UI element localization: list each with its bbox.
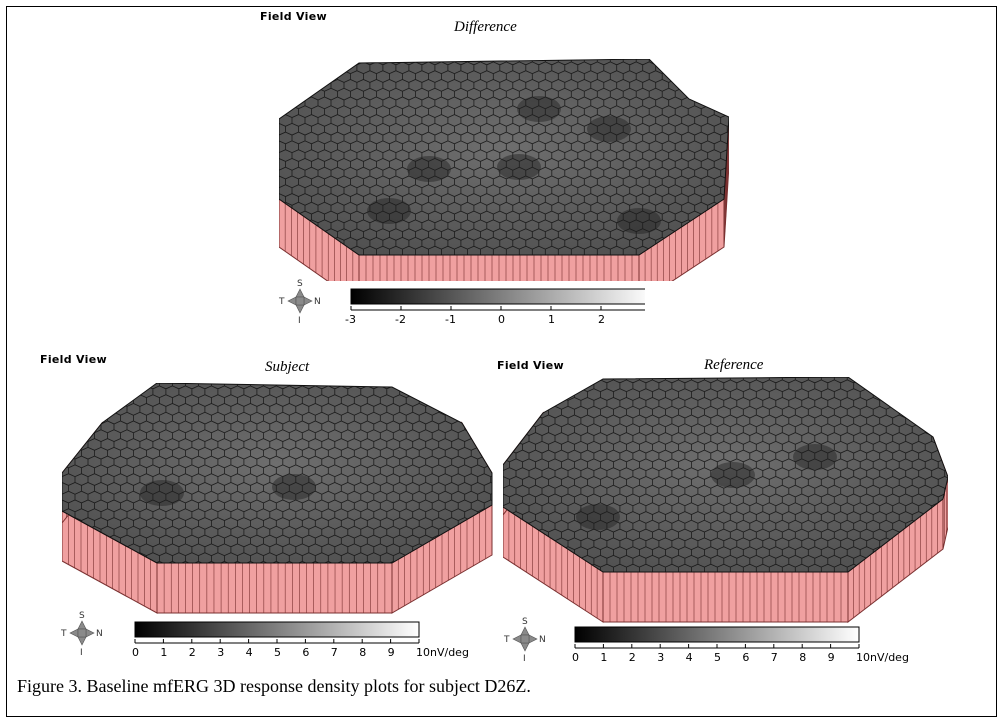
scale-tick-label: 8 <box>359 646 366 659</box>
surface-feature <box>407 156 451 182</box>
surface-feature <box>711 462 755 488</box>
scale-tick-label: 3 <box>657 651 664 664</box>
surface-feature <box>517 96 561 122</box>
scale-tick-label: 2 <box>598 313 605 326</box>
scale-tick-label: 10nV/deg^2 <box>856 651 909 664</box>
surface-feature <box>140 480 184 506</box>
scale-tick-label: 6 <box>302 646 309 659</box>
scale-tick-label: 3 <box>217 646 224 659</box>
compass-label: I <box>80 648 83 657</box>
surface-feature <box>367 198 411 224</box>
surface-feature <box>587 116 631 142</box>
scale-tick-label: 1 <box>600 651 607 664</box>
field-view-label-difference: Field View <box>260 10 327 23</box>
scale-tick-label: 5 <box>714 651 721 664</box>
compass-arrows <box>69 620 95 646</box>
figure-caption: Figure 3. Baseline mfERG 3D response den… <box>17 676 531 696</box>
scale-tick-label: 4 <box>246 646 253 659</box>
scale-tick-label: 4 <box>686 651 693 664</box>
scale-tick-label: -3 <box>345 313 356 326</box>
field-view-label-reference: Field View <box>497 359 564 372</box>
surface-feature <box>497 154 541 180</box>
compass-label: S <box>522 617 528 627</box>
scale-tick-label: 5 <box>274 646 281 659</box>
response-surface-reference <box>503 377 948 623</box>
surface-top <box>279 59 729 256</box>
scale-tick-label: 6 <box>742 651 749 664</box>
compass-label: T <box>278 297 285 307</box>
compass-label: S <box>79 611 85 621</box>
color-scale-bar <box>134 621 420 638</box>
compass-label: N <box>96 629 103 639</box>
compass-arrows <box>287 288 313 314</box>
scale-tick-label: 2 <box>629 651 636 664</box>
compass-label: T <box>60 629 67 639</box>
scale-tick-label: 9 <box>828 651 835 664</box>
response-surface-subject <box>62 383 493 614</box>
scale-tick-label: 1 <box>548 313 555 326</box>
scale-tick-label: 9 <box>388 646 395 659</box>
orientation-compass-difference: S I T N <box>278 279 321 325</box>
scale-tick-label: 1 <box>160 646 167 659</box>
surface-feature <box>576 504 620 530</box>
compass-label: S <box>297 279 303 289</box>
compass-label: N <box>314 297 321 307</box>
plot-title-difference: Difference <box>454 19 517 35</box>
orientation-compass-reference: S I T N <box>503 617 546 663</box>
surface-side-wall <box>602 571 849 623</box>
field-view-label-subject: Field View <box>40 353 107 366</box>
compass-label: I <box>523 654 526 663</box>
color-scale-difference: -3-2-10123nV/deg^2 <box>345 288 645 326</box>
surface-feature <box>617 208 661 234</box>
compass-label: N <box>539 635 546 645</box>
color-scale-reference: 0 1 2 3 4 5 6 7 8 9 10nV/deg^2 <box>572 626 909 664</box>
scale-tick-label: 0 <box>132 646 139 659</box>
compass-label: I <box>298 316 301 325</box>
scale-tick-label: 2 <box>189 646 196 659</box>
compass-label: T <box>503 635 510 645</box>
color-scale-bar <box>574 626 860 643</box>
scale-tick-label: -2 <box>395 313 406 326</box>
orientation-compass-subject: S I T N <box>60 611 103 657</box>
surface-side-wall <box>156 562 393 614</box>
scale-tick-label: 8 <box>799 651 806 664</box>
scale-tick-label: 7 <box>331 646 338 659</box>
scale-tick-label: 10nV/deg^2 <box>416 646 469 659</box>
plot-title-reference: Reference <box>704 357 764 373</box>
surface-feature <box>793 444 837 470</box>
response-surface-difference <box>279 59 729 281</box>
color-scale-bar <box>350 288 645 305</box>
scale-tick-label: 0 <box>572 651 579 664</box>
scale-tick-label: -1 <box>445 313 456 326</box>
surface-feature <box>272 474 316 500</box>
compass-arrows <box>512 626 538 652</box>
scale-tick-label: 0 <box>498 313 505 326</box>
scale-tick-label: 7 <box>771 651 778 664</box>
plot-title-subject: Subject <box>265 359 310 375</box>
color-scale-subject: 0 1 2 3 4 5 6 7 8 9 10nV/deg^2 <box>132 621 469 659</box>
